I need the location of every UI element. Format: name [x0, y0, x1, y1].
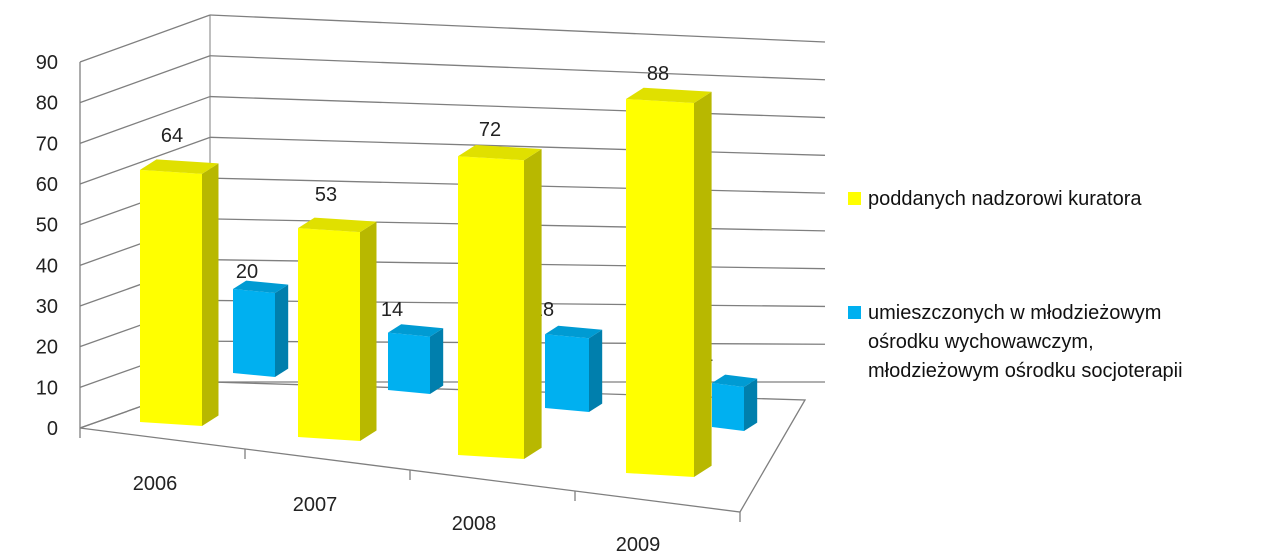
bar-front-face	[626, 99, 694, 477]
x-tick-label: 2007	[293, 494, 338, 516]
bar-top-face	[626, 87, 712, 103]
gridline-left-wall	[79, 136, 211, 185]
y-tick-label: 80	[36, 93, 58, 115]
bar-front-face	[298, 228, 360, 441]
bar-front-face	[233, 289, 275, 377]
y-tick-label: 90	[36, 52, 58, 74]
gridline-back-wall	[209, 95, 826, 119]
bar-top-face	[712, 374, 758, 387]
bar-side-face	[694, 91, 712, 478]
data-label-series-1: 88	[647, 63, 669, 85]
bar-side-face	[589, 329, 603, 412]
bar-front-face	[545, 334, 589, 412]
bar-side-face	[275, 284, 289, 377]
legend-swatch-series-2	[848, 306, 861, 319]
data-label-series-1: 64	[161, 125, 183, 147]
y-tick-label: 70	[36, 133, 58, 155]
gridline-back-wall	[209, 136, 826, 156]
gridline-left-wall	[79, 55, 211, 104]
data-label-series-1: 72	[479, 119, 501, 141]
gridline-back-wall	[209, 14, 826, 43]
bar-side-face	[360, 221, 377, 441]
bar-side-face	[524, 149, 542, 459]
bar-side-face	[430, 328, 444, 394]
legend-label-series-2-line: młodzieżowym ośrodku socjoterapii	[868, 360, 1183, 382]
y-tick-label: 20	[36, 337, 58, 359]
gridline-back-wall	[209, 55, 826, 81]
bar-top-face	[388, 324, 444, 337]
y-tick-label: 10	[36, 377, 58, 399]
y-tick-label: 40	[36, 255, 58, 277]
x-tick-label: 2009	[616, 534, 661, 556]
data-label-series-1: 53	[315, 184, 337, 206]
legend-label-series-1: poddanych nadzorowi kuratora	[868, 188, 1142, 210]
y-tick-label: 30	[36, 296, 58, 318]
legend-label-series-2-line: umieszczonych w młodzieżowym	[868, 302, 1161, 324]
legend-label-series-2-line: ośrodku wychowawczym,	[868, 331, 1094, 353]
x-tick-label: 2008	[452, 513, 497, 535]
bar-front-face	[712, 383, 744, 431]
bar-side-face	[202, 163, 219, 426]
bar-top-face	[140, 159, 219, 174]
bar-top-face	[233, 280, 289, 293]
bar-side-face	[744, 378, 758, 431]
bar-top-face	[298, 217, 377, 233]
bar-top-face	[545, 325, 603, 339]
y-tick-label: 0	[47, 418, 58, 440]
x-tick-label: 2006	[133, 473, 178, 495]
data-label-series-2: 20	[236, 261, 258, 283]
bar-front-face	[458, 156, 524, 459]
bar-top-face	[458, 145, 542, 161]
bar-front-face	[140, 169, 202, 426]
bar-front-face	[388, 332, 430, 394]
y-tick-label: 60	[36, 174, 58, 196]
gridline-left-wall	[79, 95, 211, 144]
gridline-left-wall	[79, 14, 211, 63]
y-tick-label: 50	[36, 215, 58, 237]
data-label-series-2: 14	[381, 299, 403, 321]
legend-swatch-series-1	[848, 192, 861, 205]
